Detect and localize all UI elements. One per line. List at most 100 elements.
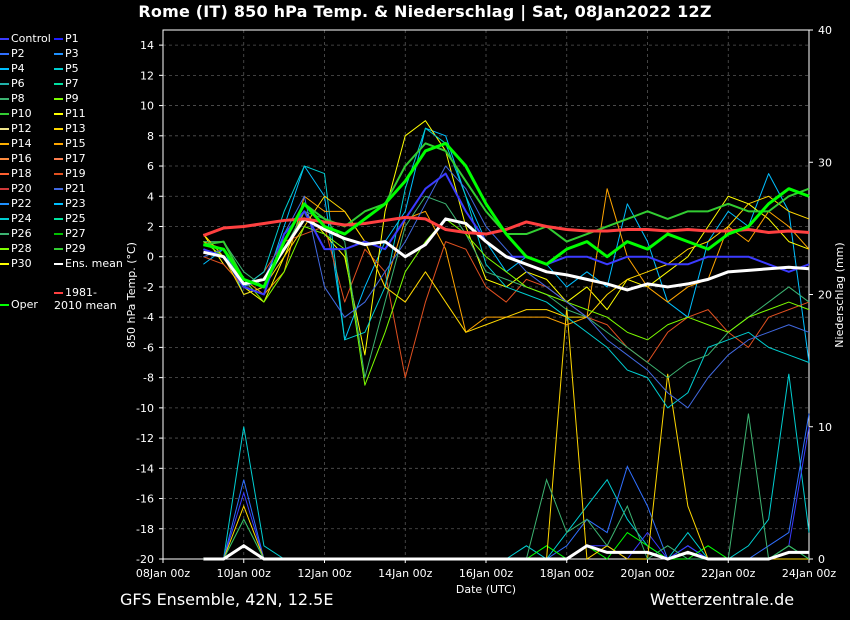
legend-swatch — [54, 263, 63, 265]
legend-label: P23 — [65, 197, 86, 210]
legend-swatch — [0, 203, 9, 205]
legend-label: P12 — [11, 122, 32, 135]
y-tick-label: -18 — [136, 523, 154, 536]
legend-item: P22 — [0, 197, 32, 210]
precip-series-control — [203, 426, 810, 560]
legend-item: P13 — [54, 122, 86, 135]
legend-label: P5 — [65, 62, 79, 75]
y-tick-label: -8 — [143, 372, 154, 385]
legend-label: P11 — [65, 107, 86, 120]
y-tick-label: 4 — [147, 190, 154, 203]
legend-label: P26 — [11, 227, 32, 240]
legend-item: P6 — [0, 77, 25, 90]
axes: 14121086420-2-4-6-8-10-12-14-16-18-20403… — [136, 24, 836, 580]
legend-swatch — [0, 263, 9, 265]
legend-swatch — [54, 158, 63, 160]
legend-label: P7 — [65, 77, 79, 90]
temp-series-oper — [203, 141, 810, 289]
legend-swatch — [0, 188, 9, 190]
temp-lines — [202, 120, 810, 409]
precip-series-ens-mean — [203, 543, 809, 561]
legend-item: P24 — [0, 212, 32, 225]
temp-series-p9 — [203, 218, 810, 386]
legend-label: P17 — [65, 152, 86, 165]
legend-label: P19 — [65, 167, 86, 180]
legend-item: Oper — [0, 298, 38, 311]
legend-item: P18 — [0, 167, 32, 180]
legend-label: Control — [11, 32, 51, 45]
legend-item: P19 — [54, 167, 86, 180]
precip-series-p26 — [203, 413, 810, 560]
y2-axis-label: Niederschlag (mm) — [833, 242, 846, 347]
legend-swatch — [0, 304, 9, 306]
legend-swatch — [54, 188, 63, 190]
legend-label: 1981-2010 mean — [54, 286, 117, 312]
legend-label: P10 — [11, 107, 32, 120]
legend-item: P9 — [54, 92, 79, 105]
legend-label: P3 — [65, 47, 79, 60]
legend-item: P27 — [54, 227, 86, 240]
legend-label: P1 — [65, 32, 79, 45]
legend-label: P13 — [65, 122, 86, 135]
temp-series-p24 — [203, 127, 810, 409]
legend-item: Ens. mean — [54, 257, 123, 270]
x-axis-label: Date (UTC) — [456, 583, 516, 596]
legend-item: P10 — [0, 107, 32, 120]
y-tick-label: -10 — [136, 402, 154, 415]
legend-item: P20 — [0, 182, 32, 195]
legend-label: P28 — [11, 242, 32, 255]
site-name: Wetterzentrale.de — [650, 590, 795, 609]
x-tick-label: 14Jan 00z — [378, 567, 432, 580]
legend-label: P27 — [65, 227, 86, 240]
legend-item: P5 — [54, 62, 79, 75]
legend-item: P8 — [0, 92, 25, 105]
legend-item: P4 — [0, 62, 25, 75]
legend-item: P11 — [54, 107, 86, 120]
legend-label: P18 — [11, 167, 32, 180]
legend-swatch — [0, 98, 9, 100]
legend-swatch — [54, 173, 63, 175]
y-tick-label: 14 — [140, 39, 154, 52]
legend-swatch — [0, 143, 9, 145]
legend-swatch — [54, 292, 63, 294]
temp-series-p21 — [203, 165, 810, 409]
precip-series-p2 — [203, 413, 810, 560]
y2-tick-label: 20 — [818, 289, 832, 302]
grid — [162, 30, 810, 560]
y-tick-label: 10 — [140, 100, 154, 113]
legend-swatch — [54, 143, 63, 145]
y-tick-label: -2 — [143, 281, 154, 294]
legend-swatch — [0, 218, 9, 220]
temp-series-p19 — [203, 225, 810, 379]
legend-label: P4 — [11, 62, 25, 75]
legend-item: P2 — [0, 47, 25, 60]
legend-label: P8 — [11, 92, 25, 105]
y2-tick-label: 40 — [818, 24, 832, 37]
legend-label: P2 — [11, 47, 25, 60]
legend-item: Control — [0, 32, 51, 45]
legend-item: 1981-2010 mean — [54, 286, 124, 312]
legend-item: P28 — [0, 242, 32, 255]
legend-label: P9 — [65, 92, 79, 105]
legend-swatch — [54, 113, 63, 115]
legend-item: P12 — [0, 122, 32, 135]
y-tick-label: -14 — [136, 462, 154, 475]
legend-label: P20 — [11, 182, 32, 195]
legend-label: P15 — [65, 137, 86, 150]
legend-swatch — [54, 53, 63, 55]
y-tick-label: -20 — [136, 553, 154, 566]
precip-lines — [203, 307, 810, 561]
legend-swatch — [54, 83, 63, 85]
legend-swatch — [0, 128, 9, 130]
y-tick-label: 8 — [147, 130, 154, 143]
x-tick-label: 18Jan 00z — [540, 567, 594, 580]
legend-item: P26 — [0, 227, 32, 240]
legend-label: P21 — [65, 182, 86, 195]
y-tick-label: -12 — [136, 432, 154, 445]
legend-swatch — [0, 83, 9, 85]
precip-series-p13 — [203, 307, 809, 560]
legend-label: Oper — [11, 298, 38, 311]
x-tick-label: 08Jan 00z — [136, 567, 190, 580]
legend-item: P21 — [54, 182, 86, 195]
